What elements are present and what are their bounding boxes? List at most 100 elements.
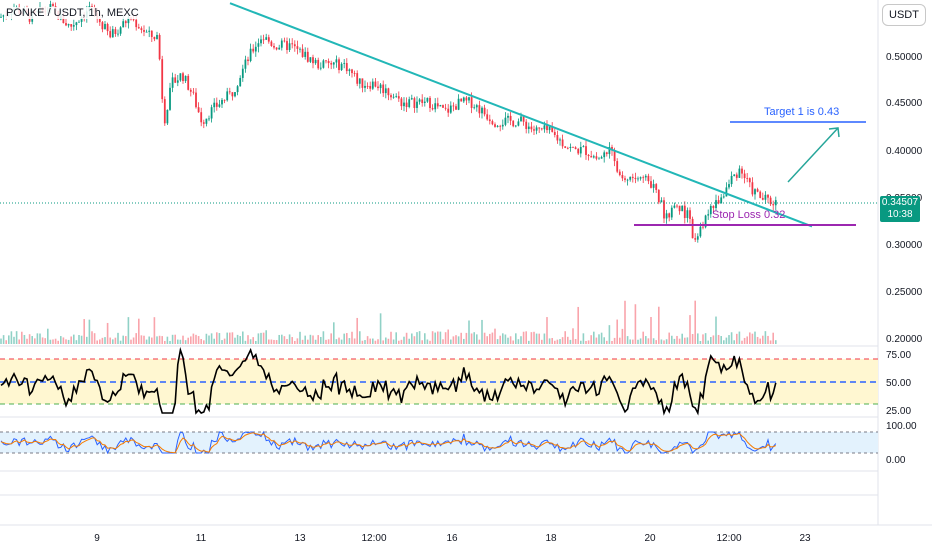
- candle-body: [306, 51, 309, 62]
- symbol-title[interactable]: PONKE / USDT, 1h, MEXC: [4, 7, 141, 19]
- candle-body: [426, 97, 429, 102]
- volume-bar: [57, 340, 59, 344]
- volume-bar: [660, 339, 663, 344]
- candle-body: [104, 23, 106, 30]
- volume-bar: [281, 334, 283, 344]
- candle-body: [91, 6, 93, 7]
- volume-bar: [265, 330, 267, 344]
- volume-bar: [663, 340, 665, 344]
- candle-body: [179, 73, 182, 81]
- candle-body: [465, 97, 468, 101]
- price-tick: 0.40000: [886, 146, 923, 157]
- volume-bars: [0, 300, 777, 344]
- volume-bar: [629, 339, 631, 344]
- volume-bar: [223, 338, 226, 344]
- candle-body: [527, 126, 530, 129]
- volume-bar: [733, 340, 735, 344]
- candle-body: [759, 191, 762, 198]
- candle-body: [296, 46, 299, 49]
- volume-bar: [18, 339, 20, 344]
- descending-trendline[interactable]: [229, 2, 813, 228]
- candle-body: [280, 40, 283, 48]
- volume-bar: [205, 333, 208, 344]
- volume-bar: [21, 331, 23, 344]
- volume-bar: [340, 339, 343, 344]
- candle-body: [709, 205, 712, 215]
- volume-bar: [28, 334, 31, 344]
- candle-body: [616, 161, 619, 172]
- volume-bar: [595, 337, 598, 344]
- volume-bar: [49, 339, 52, 344]
- volume-bar: [67, 339, 70, 344]
- volume-bar: [494, 328, 496, 344]
- candle-body: [540, 128, 543, 130]
- currency-button[interactable]: USDT: [882, 4, 926, 26]
- volume-bar: [689, 315, 691, 344]
- candle-body: [208, 118, 210, 120]
- candle-body: [252, 48, 255, 52]
- candle-body: [720, 197, 723, 204]
- volume-bar: [213, 338, 215, 344]
- volume-bar: [738, 331, 741, 344]
- volume-bar: [278, 334, 280, 344]
- volume-bar: [720, 336, 722, 344]
- candle-body: [213, 102, 216, 108]
- projection-arrow[interactable]: [787, 127, 839, 183]
- volume-bar: [509, 336, 512, 344]
- candle-body: [439, 105, 442, 107]
- volume-bar: [626, 336, 629, 344]
- candle-body: [707, 214, 710, 216]
- candle-body: [483, 107, 486, 115]
- volume-bar: [93, 333, 96, 344]
- volume-bar: [538, 333, 540, 344]
- volume-bar: [304, 335, 306, 344]
- candle-body: [663, 200, 665, 219]
- volume-bar: [723, 340, 725, 344]
- candlesticks: [0, 0, 777, 243]
- volume-bar: [434, 332, 436, 344]
- candle-body: [192, 91, 195, 93]
- candle-body: [358, 78, 361, 84]
- time-tick: 20: [644, 533, 656, 544]
- candle-body: [673, 205, 676, 208]
- time-tick: 16: [446, 533, 458, 544]
- candle-body: [171, 77, 174, 88]
- candle-body: [257, 43, 260, 47]
- candle-body: [267, 37, 270, 42]
- candle-body: [132, 19, 135, 21]
- candle-body: [660, 200, 663, 203]
- candle-body: [535, 127, 538, 131]
- candle-body: [751, 182, 754, 195]
- candle-body: [678, 205, 681, 212]
- candle-body: [517, 121, 520, 126]
- volume-bar: [585, 340, 587, 344]
- volume-bar: [411, 333, 413, 344]
- volume-bar: [574, 338, 577, 344]
- volume-bar: [109, 337, 111, 344]
- candle-body: [449, 105, 452, 113]
- stoch-d-line: [0, 432, 777, 454]
- volume-bar: [307, 339, 309, 344]
- volume-bar: [140, 335, 143, 344]
- volume-bar: [273, 339, 275, 344]
- volume-bar: [322, 331, 325, 344]
- volume-bar: [353, 338, 356, 344]
- volume-bar: [26, 338, 28, 344]
- volume-bar: [704, 333, 707, 344]
- candle-body: [200, 112, 203, 123]
- volume-bar: [83, 319, 85, 344]
- candle-body: [756, 189, 759, 192]
- volume-bar: [301, 339, 304, 344]
- candle-body: [715, 200, 717, 209]
- volume-bar: [314, 339, 317, 344]
- volume-bar: [751, 333, 754, 344]
- price-tick: 0.45000: [886, 98, 923, 109]
- candle-body: [223, 99, 226, 101]
- volume-bar: [608, 325, 611, 344]
- time-tick: 13: [294, 533, 306, 544]
- candle-body: [202, 122, 205, 124]
- candle-body: [442, 105, 444, 108]
- volume-bar: [395, 332, 397, 344]
- volume-bar: [387, 338, 390, 344]
